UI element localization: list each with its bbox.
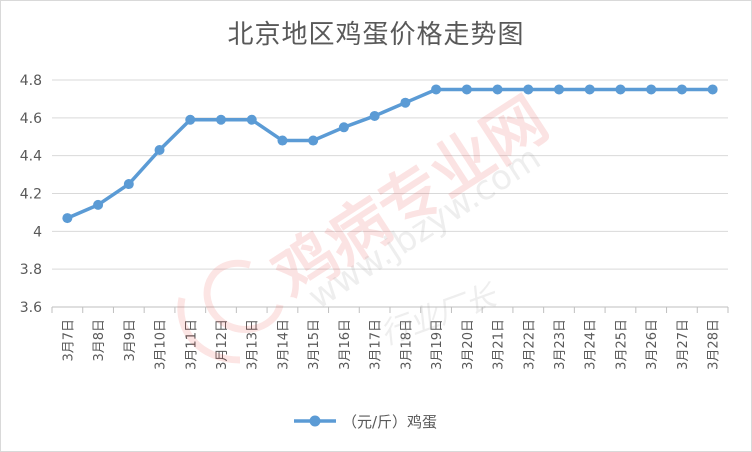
x-tick-label: 3月7日: [61, 319, 76, 362]
x-tick-label: 3月24日: [584, 319, 599, 370]
x-tick-label: 3月18日: [399, 319, 414, 370]
y-axis-ticks: 3.6 3.8 4 4.2 4.4 4.6 4.8: [20, 73, 42, 316]
x-tick-label: 3月9日: [123, 319, 138, 362]
series-line-path: [66, 87, 713, 220]
data-point: [338, 122, 349, 133]
x-tick-label: 3月17日: [369, 319, 384, 370]
chart-title: 北京地区鸡蛋价格走势图: [227, 20, 525, 50]
x-tick-label: 3月10日: [154, 319, 169, 370]
x-tick-label: 3月28日: [707, 319, 722, 370]
series-line: [62, 84, 718, 224]
data-point: [216, 114, 226, 125]
data-point: [62, 213, 73, 224]
x-tick-label: 3月27日: [676, 319, 691, 370]
x-tick-label: 3月22日: [522, 319, 537, 370]
y-tick-label: 4.2: [20, 187, 42, 203]
x-axis: 3月7日 3月8日 3月9日 3月10日 3月11日 3月12日 3月13日 3月14日 3月1…: [51, 306, 729, 370]
x-tick-label: 3月25日: [614, 319, 629, 370]
data-point: [615, 84, 626, 95]
data-point: [676, 84, 687, 95]
data-point: [154, 144, 165, 155]
y-tick-label: 3.6: [20, 300, 42, 316]
data-point: [246, 114, 257, 125]
x-tick-label: 3月11日: [184, 319, 199, 370]
data-point: [584, 84, 595, 95]
x-tick-label: 3月26日: [645, 319, 660, 370]
legend: （元/斤）鸡蛋: [294, 413, 437, 431]
legend-swatch-marker: [309, 415, 321, 427]
x-tick-label: 3月14日: [276, 319, 291, 370]
data-point: [492, 84, 503, 95]
x-tick-label: 3月20日: [461, 319, 476, 370]
x-tick-label: 3月21日: [492, 319, 507, 370]
x-tick-label: 3月8日: [92, 319, 107, 362]
y-tick-label: 4.4: [20, 149, 42, 165]
data-point: [369, 110, 380, 121]
x-tick-label: 3月23日: [553, 319, 568, 370]
data-point: [523, 84, 534, 95]
data-point: [400, 97, 411, 108]
data-point: [461, 84, 472, 95]
data-point: [123, 179, 134, 190]
data-point: [308, 135, 319, 146]
x-tick-label: 3月19日: [430, 319, 445, 370]
data-point: [646, 84, 657, 95]
x-tick-label: 3月16日: [338, 319, 353, 370]
y-tick-label: 4.6: [20, 111, 42, 127]
y-tick-label: 3.8: [20, 262, 42, 278]
x-tick-label: 3月12日: [215, 319, 230, 370]
data-point: [554, 84, 564, 95]
data-point: [185, 114, 196, 125]
y-tick-label: 4.8: [20, 73, 42, 89]
y-tick-label: 4: [33, 224, 42, 240]
data-point: [431, 84, 442, 95]
data-point: [707, 84, 718, 95]
x-tick-label: 3月13日: [246, 319, 261, 370]
grid-lines: [52, 79, 728, 308]
x-tick-label: 3月15日: [307, 319, 322, 370]
data-point: [277, 135, 288, 146]
legend-label: （元/斤）鸡蛋: [342, 413, 437, 431]
data-point: [93, 199, 104, 210]
